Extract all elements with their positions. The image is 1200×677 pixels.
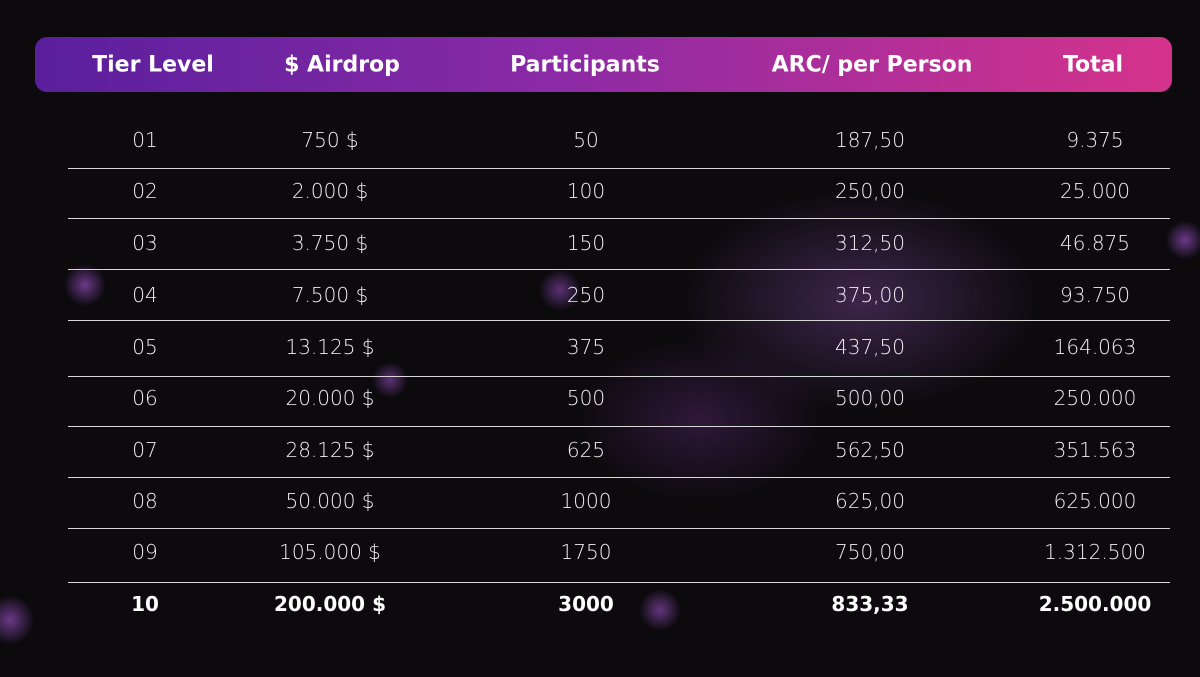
table-cell: 3000 [558, 592, 614, 616]
column-header: $ Airdrop [284, 52, 400, 78]
table-cell: 2.500.000 [1038, 592, 1152, 616]
table-cell: 312,50 [835, 231, 905, 255]
table-cell: 562,50 [835, 438, 905, 462]
table-cell: 04 [132, 283, 158, 307]
table-cell: 375,00 [835, 283, 905, 307]
table-cell: 164.063 [1053, 335, 1137, 359]
table-cell: 1000 [560, 489, 612, 513]
table-cell: 100 [566, 179, 606, 203]
table-cell: 200.000 $ [274, 592, 386, 616]
table-cell: 105.000 $ [279, 540, 381, 564]
row-divider [68, 426, 1170, 427]
table-cell: 08 [132, 489, 158, 513]
table-cell: 93.750 [1060, 283, 1130, 307]
table-cell: 28.125 $ [285, 438, 375, 462]
table-cell: 500,00 [835, 386, 905, 410]
table-cell: 50.000 $ [285, 489, 375, 513]
table-cell: 625,00 [835, 489, 905, 513]
table-cell: 06 [132, 386, 158, 410]
header-bar [35, 37, 1172, 92]
column-header: Participants [510, 52, 660, 78]
table-cell: 13.125 $ [285, 335, 375, 359]
table-cell: 01 [132, 128, 158, 152]
table-cell: 750,00 [835, 540, 905, 564]
table-cell: 7.500 $ [291, 283, 369, 307]
table-cell: 07 [132, 438, 158, 462]
table-cell: 833,33 [831, 592, 909, 616]
column-header: Total [1062, 52, 1124, 78]
row-divider [68, 477, 1170, 478]
table-cell: 03 [132, 231, 158, 255]
table-cell: 750 $ [301, 128, 359, 152]
table-cell: 250,00 [835, 179, 905, 203]
table-cell: 500 [566, 386, 606, 410]
table-cell: 150 [566, 231, 606, 255]
table-cell: 02 [132, 179, 158, 203]
table-cell: 25.000 [1060, 179, 1130, 203]
table-cell: 437,50 [835, 335, 905, 359]
row-divider [68, 376, 1170, 377]
table-cell: 250.000 [1053, 386, 1137, 410]
table-cell: 1750 [560, 540, 612, 564]
table-cell: 10 [131, 592, 159, 616]
table-cell: 1.312.500 [1044, 540, 1146, 564]
table-cell: 09 [132, 540, 158, 564]
table-cell: 3.750 $ [291, 231, 369, 255]
row-divider [68, 528, 1170, 529]
row-divider [68, 582, 1170, 583]
table-cell: 625.000 [1053, 489, 1137, 513]
table-cell: 05 [132, 335, 158, 359]
table-cell: 625 [566, 438, 606, 462]
table-cell: 9.375 [1066, 128, 1124, 152]
table-cell: 187,50 [835, 128, 905, 152]
table-cell: 351.563 [1053, 438, 1137, 462]
row-divider [68, 218, 1170, 219]
table-cell: 20.000 $ [285, 386, 375, 410]
row-divider [68, 269, 1170, 270]
row-divider [68, 168, 1170, 169]
table-cell: 46.875 [1060, 231, 1130, 255]
table-cell: 250 [566, 283, 606, 307]
table-cell: 2.000 $ [291, 179, 369, 203]
column-header: Tier Level [92, 52, 214, 78]
table-cell: 375 [566, 335, 606, 359]
column-header: ARC/ per Person [771, 52, 973, 78]
table-cell: 50 [573, 128, 599, 152]
row-divider [68, 320, 1170, 321]
